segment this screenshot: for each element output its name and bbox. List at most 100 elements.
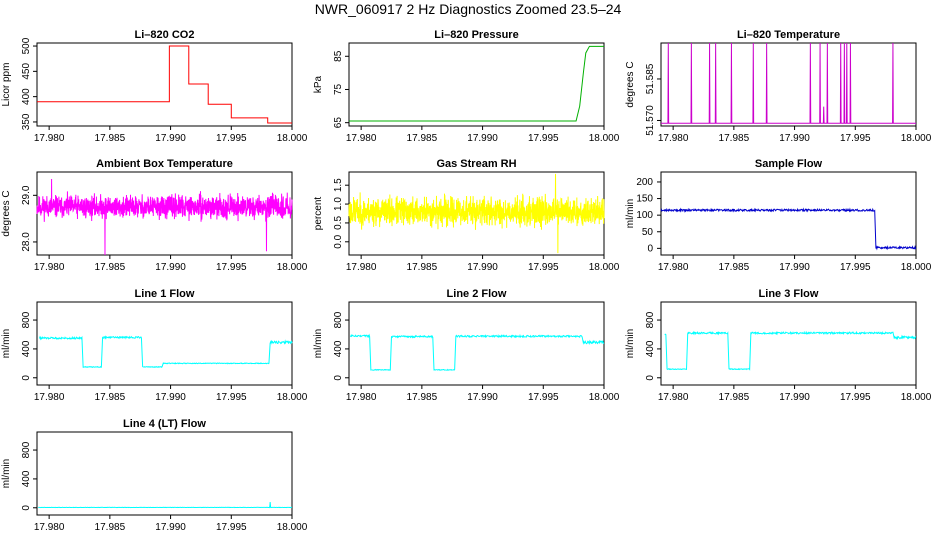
x-tick-label: 17.980 xyxy=(34,522,65,533)
chart-title: Line 3 Flow xyxy=(759,288,819,300)
x-tick-label: 17.990 xyxy=(155,392,186,403)
y-axis-label: ml/min xyxy=(625,329,636,358)
y-axis-label: ml/min xyxy=(1,329,12,358)
series-sample_flow xyxy=(660,207,917,251)
x-tick-label: 17.980 xyxy=(658,262,689,273)
y-tick-label: 28.0 xyxy=(21,232,32,252)
y-tick-label: 800 xyxy=(333,311,344,328)
chart-title: Li–820 Temperature xyxy=(737,29,840,41)
y-tick-label: 350 xyxy=(21,113,32,130)
chart-title: Sample Flow xyxy=(755,158,823,170)
y-tick-label: 400 xyxy=(333,340,344,357)
x-tick-label: 17.995 xyxy=(216,522,247,533)
x-tick-label: 18.000 xyxy=(901,262,932,273)
chart-title: Gas Stream RH xyxy=(436,158,516,170)
x-tick-label: 17.995 xyxy=(528,133,559,144)
x-tick-label: 18.000 xyxy=(589,262,620,273)
y-tick-label: 450 xyxy=(21,63,32,80)
series-gas_stream_rh xyxy=(348,173,605,254)
x-tick-label: 18.000 xyxy=(277,522,308,533)
chart-line3_flow: Line 3 Flow 17.980 17.985 17.990 17.995 18.00… xyxy=(625,288,932,403)
x-tick-label: 17.995 xyxy=(216,133,247,144)
x-tick-label: 18.000 xyxy=(277,133,308,144)
page-title: NWR_060917 2 Hz Diagnostics Zoomed 23.5–… xyxy=(314,1,622,17)
y-tick-label: 800 xyxy=(21,311,32,328)
y-tick-label: 400 xyxy=(21,340,32,357)
x-tick-label: 17.985 xyxy=(95,392,126,403)
x-tick-label: 17.980 xyxy=(658,392,689,403)
x-tick-label: 17.990 xyxy=(155,133,186,144)
x-tick-label: 17.990 xyxy=(155,262,186,273)
x-tick-label: 17.980 xyxy=(34,133,65,144)
chart-co2: Li–820 CO2 17.980 17.985 17.990 17.995 18.000… xyxy=(1,29,308,144)
y-tick-label: 51.570 xyxy=(645,105,656,136)
series-line xyxy=(38,501,293,509)
series-pressure xyxy=(349,45,604,122)
chart-title: Line 2 Flow xyxy=(447,288,507,300)
series-line3_flow xyxy=(664,330,917,371)
plot-frame xyxy=(36,431,293,516)
x-tick-label: 17.985 xyxy=(95,262,126,273)
x-tick-label: 17.995 xyxy=(840,133,871,144)
y-tick-label: 0 xyxy=(21,505,32,511)
x-tick-label: 17.990 xyxy=(467,133,498,144)
x-tick-label: 17.990 xyxy=(467,262,498,273)
y-tick-label: 0 xyxy=(333,375,344,381)
plot-frame xyxy=(348,42,605,127)
plot-frame xyxy=(36,301,293,386)
series-ambient_box_temp xyxy=(36,178,293,256)
series-line xyxy=(38,335,293,368)
series-line xyxy=(660,207,917,251)
chart-ambient_box_temp: Ambient Box Temperature 17.980 17.985 17.99… xyxy=(1,158,308,273)
series-line xyxy=(348,173,605,254)
y-tick-label: 400 xyxy=(21,88,32,105)
y-tick-label: 0 xyxy=(21,375,32,381)
x-tick-label: 17.995 xyxy=(840,392,871,403)
x-tick-label: 18.000 xyxy=(277,392,308,403)
y-tick-label: 85 xyxy=(333,50,344,62)
series-line xyxy=(37,45,292,124)
plot-frame xyxy=(660,42,917,127)
x-tick-label: 17.980 xyxy=(346,133,377,144)
x-tick-label: 17.995 xyxy=(840,262,871,273)
y-tick-label: 50 xyxy=(642,227,654,238)
y-tick-label: 150 xyxy=(636,194,653,205)
x-tick-label: 17.995 xyxy=(528,392,559,403)
x-tick-label: 18.000 xyxy=(277,262,308,273)
y-axis-label: kPa xyxy=(313,75,324,93)
chart-sample_flow: Sample Flow 17.980 17.985 17.990 17.995 18.00… xyxy=(625,158,932,273)
series-temperature xyxy=(661,42,916,124)
plot-frame xyxy=(660,301,917,386)
y-tick-label: 800 xyxy=(21,441,32,458)
y-axis-label: ml/min xyxy=(625,199,636,228)
x-tick-label: 17.985 xyxy=(719,133,750,144)
x-tick-label: 17.980 xyxy=(34,392,65,403)
y-tick-label: 65 xyxy=(333,117,344,129)
y-tick-label: 100 xyxy=(636,210,653,221)
y-tick-label: 400 xyxy=(645,340,656,357)
chart-line1_flow: Line 1 Flow 17.980 17.985 17.990 17.995 18.00… xyxy=(1,288,308,403)
x-tick-label: 17.980 xyxy=(658,133,689,144)
y-tick-label: 800 xyxy=(645,311,656,328)
y-tick-label: 200 xyxy=(636,177,653,188)
series-co2 xyxy=(37,45,292,124)
y-tick-label: 0 xyxy=(647,243,653,254)
series-line xyxy=(664,330,917,371)
y-tick-label: 500 xyxy=(21,37,32,54)
y-axis-label: Licor ppm xyxy=(1,63,12,107)
x-tick-label: 17.990 xyxy=(467,392,498,403)
y-tick-label: 0 xyxy=(645,375,656,381)
x-tick-label: 17.995 xyxy=(216,392,247,403)
x-tick-label: 17.995 xyxy=(216,262,247,273)
x-tick-label: 17.985 xyxy=(407,392,438,403)
x-tick-label: 17.990 xyxy=(779,392,810,403)
chart-gas_stream_rh: Gas Stream RH 17.980 17.985 17.990 17.995 18.… xyxy=(313,158,620,273)
x-tick-label: 17.990 xyxy=(779,262,810,273)
series-line xyxy=(36,178,293,256)
x-tick-label: 17.985 xyxy=(407,133,438,144)
x-tick-label: 18.000 xyxy=(589,392,620,403)
chart-pressure: Li–820 Pressure 17.980 17.985 17.990 17.995 1… xyxy=(313,29,620,144)
y-tick-label: 0.5 xyxy=(333,216,344,230)
x-tick-label: 17.990 xyxy=(155,522,186,533)
